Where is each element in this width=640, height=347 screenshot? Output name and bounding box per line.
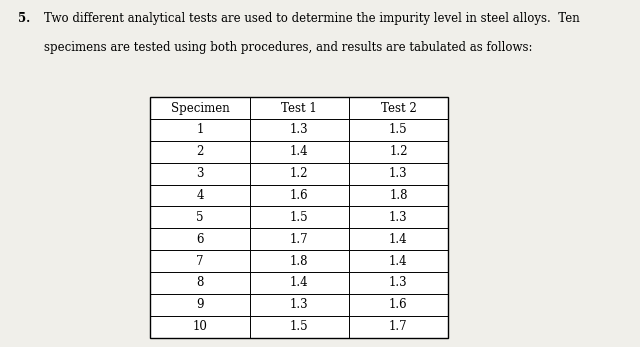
Text: Two different analytical tests are used to determine the impurity level in steel: Two different analytical tests are used …	[44, 12, 579, 25]
Text: 1.4: 1.4	[290, 277, 308, 289]
Text: 4: 4	[196, 189, 204, 202]
Text: 1.5: 1.5	[389, 124, 408, 136]
Text: 1.8: 1.8	[389, 189, 408, 202]
Text: specimens are tested using both procedures, and results are tabulated as follows: specimens are tested using both procedur…	[44, 41, 532, 53]
Text: 1.4: 1.4	[389, 233, 408, 246]
Text: Test 2: Test 2	[381, 102, 416, 115]
Text: 2: 2	[196, 145, 204, 158]
Text: 1.4: 1.4	[389, 255, 408, 268]
Text: 7: 7	[196, 255, 204, 268]
Text: 6: 6	[196, 233, 204, 246]
Text: 1.7: 1.7	[290, 233, 308, 246]
Text: 1.5: 1.5	[290, 211, 308, 224]
Text: 1.3: 1.3	[389, 277, 408, 289]
Text: 5.: 5.	[18, 12, 30, 25]
Text: Specimen: Specimen	[171, 102, 229, 115]
Text: 1.3: 1.3	[290, 298, 308, 311]
Text: 1.8: 1.8	[290, 255, 308, 268]
Text: 1.7: 1.7	[389, 320, 408, 333]
Text: 1.2: 1.2	[389, 145, 408, 158]
Text: 1.3: 1.3	[389, 211, 408, 224]
Text: 1.6: 1.6	[389, 298, 408, 311]
Text: Test 1: Test 1	[282, 102, 317, 115]
Text: 1.5: 1.5	[290, 320, 308, 333]
Text: 1.4: 1.4	[290, 145, 308, 158]
Text: 5: 5	[196, 211, 204, 224]
Text: 1.3: 1.3	[389, 167, 408, 180]
Text: 8: 8	[196, 277, 204, 289]
Text: 1.2: 1.2	[290, 167, 308, 180]
Text: 9: 9	[196, 298, 204, 311]
Text: 10: 10	[193, 320, 207, 333]
Text: 3: 3	[196, 167, 204, 180]
Text: 1: 1	[196, 124, 204, 136]
Text: 1.3: 1.3	[290, 124, 308, 136]
Text: 1.6: 1.6	[290, 189, 308, 202]
